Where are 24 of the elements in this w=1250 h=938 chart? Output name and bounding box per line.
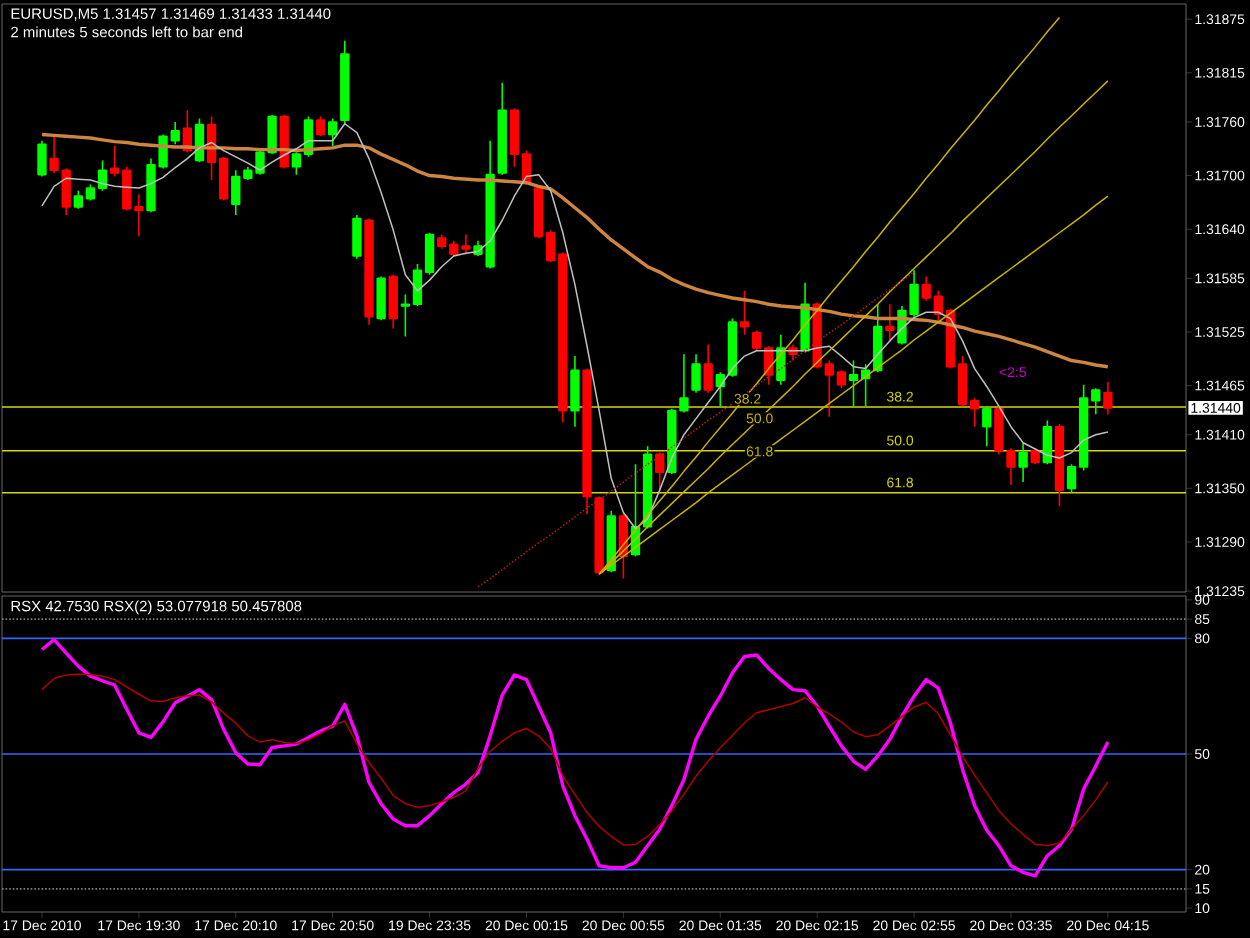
- candlestick: [727, 317, 738, 378]
- candlestick: [1018, 441, 1028, 483]
- candlestick: [497, 81, 507, 176]
- candlestick: [570, 355, 580, 428]
- candlestick: [703, 343, 713, 394]
- candlestick: [315, 115, 326, 138]
- candlestick: [376, 275, 386, 322]
- candlestick: [1042, 419, 1052, 466]
- candlestick: [582, 367, 592, 516]
- candlestick: [1103, 381, 1113, 415]
- candlestick: [1054, 423, 1065, 508]
- candlestick: [691, 353, 701, 394]
- line-series: [40, 637, 1110, 878]
- candlestick: [328, 117, 338, 147]
- candlestick: [37, 139, 47, 178]
- candlestick: [885, 303, 895, 342]
- candlestick: [388, 273, 398, 330]
- candlestick: [352, 214, 362, 260]
- line-series: [41, 673, 1109, 847]
- candlestick: [364, 217, 374, 326]
- candlestick: [340, 39, 350, 126]
- candlestick: [594, 495, 604, 575]
- candlestick: [655, 451, 665, 491]
- candlestick: [982, 405, 992, 448]
